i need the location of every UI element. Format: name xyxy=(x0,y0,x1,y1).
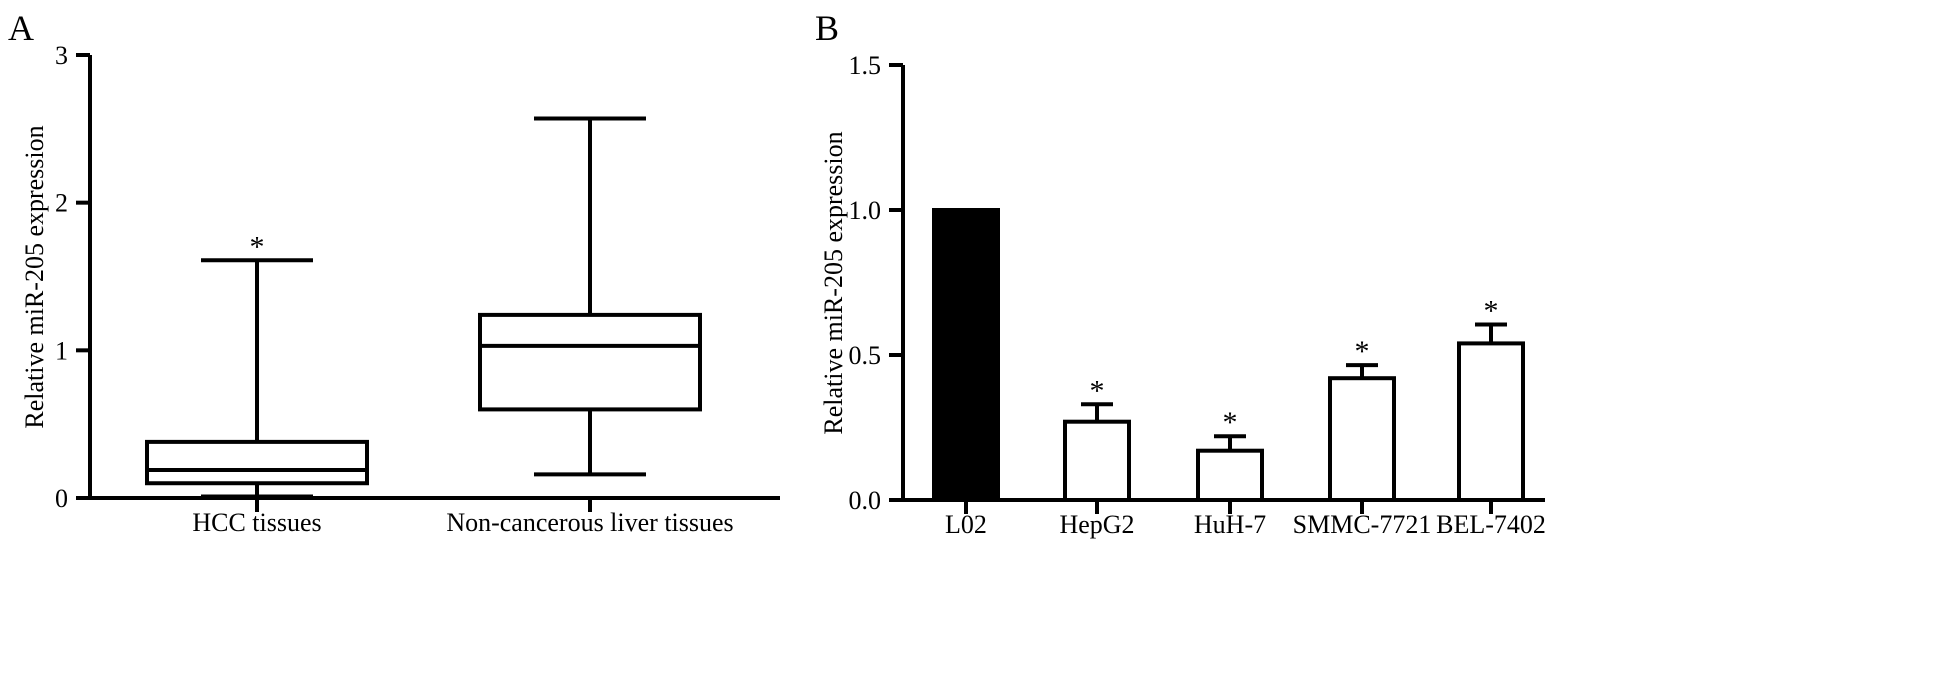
panel-b-y-axis-title: Relative miR-205 expression xyxy=(819,131,848,434)
significance-marker: * xyxy=(1090,374,1105,407)
x-tick-label: Non-cancerous liver tissues xyxy=(446,508,733,537)
box xyxy=(145,439,369,486)
significance-marker: * xyxy=(1355,335,1370,368)
bar xyxy=(1196,448,1264,503)
y-tick-label: 1.5 xyxy=(849,51,882,80)
y-tick-label: 0.5 xyxy=(849,341,882,370)
x-tick-label: HuH-7 xyxy=(1194,510,1266,539)
significance-marker: * xyxy=(1223,406,1238,439)
bar xyxy=(1328,376,1396,503)
y-tick-label: 0 xyxy=(55,484,68,513)
panel-a-label: A xyxy=(8,8,34,48)
y-tick-label: 1 xyxy=(55,336,68,365)
x-tick-label: HCC tissues xyxy=(192,508,321,537)
box xyxy=(478,312,702,412)
panel-a-box-plot: A Relative miR-205 expression 0 1 2 3 HCC ti… xyxy=(8,8,780,537)
bar xyxy=(932,208,1000,502)
x-tick-label: HepG2 xyxy=(1059,510,1134,539)
y-tick-label: 1.0 xyxy=(849,196,882,225)
panel-a-y-axis-title: Relative miR-205 expression xyxy=(20,125,49,428)
y-tick-label: 2 xyxy=(55,189,68,218)
y-tick-label: 3 xyxy=(55,41,68,70)
significance-marker: * xyxy=(1484,295,1499,328)
panel-b-bar-chart: B Relative miR-205 expression 0.0 0.5 1.0 1… xyxy=(815,8,1546,539)
significance-marker: * xyxy=(250,230,265,263)
panel-b-label: B xyxy=(815,8,839,48)
panel-a-boxes: * xyxy=(145,116,702,499)
y-tick-label: 0.0 xyxy=(849,486,882,515)
x-tick-label: L02 xyxy=(945,510,987,539)
bar xyxy=(1457,341,1525,502)
x-tick-label: SMMC-7721 xyxy=(1293,510,1432,539)
x-tick-label: BEL-7402 xyxy=(1436,510,1546,539)
bar xyxy=(1063,419,1131,503)
panel-b-bars: * * * * xyxy=(932,208,1525,503)
